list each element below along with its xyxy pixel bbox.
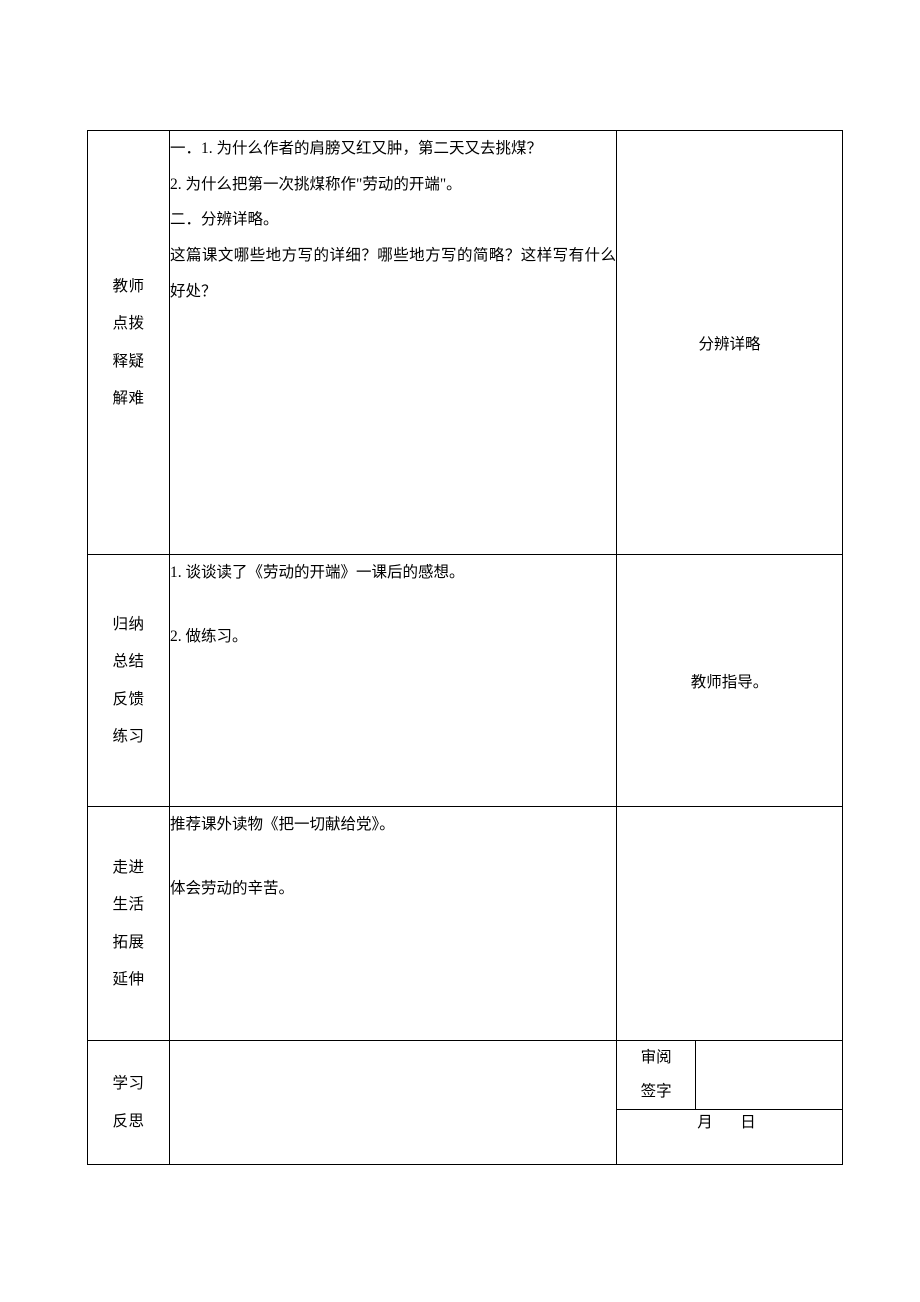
row-label-cell: 走进生活拓展延伸 [88, 807, 170, 1041]
content-line: 2. 做练习。 [170, 619, 616, 655]
approval-label: 审阅签字 [617, 1041, 696, 1110]
content-line: 推荐课外读物《把一切献给党》。 [170, 807, 616, 843]
row-label-cell: 教师点拨释疑解难 [88, 131, 170, 555]
row-label: 教师点拨释疑解难 [88, 268, 169, 417]
row-content-cell: 推荐课外读物《把一切献给党》。 体会劳动的辛苦。 [170, 807, 617, 1041]
row-label-cell: 学习反思 [88, 1041, 170, 1165]
content-line [170, 591, 616, 619]
table-row: 走进生活拓展延伸 推荐课外读物《把一切献给党》。 体会劳动的辛苦。 [88, 807, 843, 1041]
table-row: 学习反思 审阅签字 月 日 [88, 1041, 843, 1165]
row-content: 一．1. 为什么作者的肩膀又红又肿，第二天又去挑煤？2. 为什么把第一次挑煤称作… [170, 131, 616, 309]
row-note: 教师指导。 [617, 670, 842, 692]
table-row: 归纳总结反馈练习 1. 谈谈读了《劳动的开端》一课后的感想。 2. 做练习。 教… [88, 555, 843, 807]
row-content-cell [170, 1041, 617, 1165]
row-label: 归纳总结反馈练习 [88, 606, 169, 755]
content-line: 体会劳动的辛苦。 [170, 871, 616, 907]
row-note-cell: 教师指导。 [617, 555, 843, 807]
table-row: 教师点拨释疑解难 一．1. 为什么作者的肩膀又红又肿，第二天又去挑煤？2. 为什… [88, 131, 843, 555]
approval-cell: 审阅签字 月 日 [617, 1041, 843, 1165]
row-note-cell [617, 807, 843, 1041]
row-label: 学习反思 [88, 1065, 169, 1139]
lesson-plan-table: 教师点拨释疑解难 一．1. 为什么作者的肩膀又红又肿，第二天又去挑煤？2. 为什… [87, 130, 843, 1165]
approval-date: 月 日 [617, 1110, 842, 1133]
approval-nested-table: 审阅签字 月 日 [617, 1041, 842, 1132]
content-line [170, 843, 616, 871]
row-label: 走进生活拓展延伸 [88, 849, 169, 998]
row-content: 推荐课外读物《把一切献给党》。 体会劳动的辛苦。 [170, 807, 616, 906]
row-content-cell: 1. 谈谈读了《劳动的开端》一课后的感想。 2. 做练习。 [170, 555, 617, 807]
row-note-cell: 分辨详略 [617, 131, 843, 555]
content-line: 1. 谈谈读了《劳动的开端》一课后的感想。 [170, 555, 616, 591]
row-label-cell: 归纳总结反馈练习 [88, 555, 170, 807]
row-content: 1. 谈谈读了《劳动的开端》一课后的感想。 2. 做练习。 [170, 555, 616, 654]
row-content-cell: 一．1. 为什么作者的肩膀又红又肿，第二天又去挑煤？2. 为什么把第一次挑煤称作… [170, 131, 617, 555]
row-note: 分辨详略 [617, 332, 842, 354]
approval-signature-blank [696, 1041, 842, 1110]
